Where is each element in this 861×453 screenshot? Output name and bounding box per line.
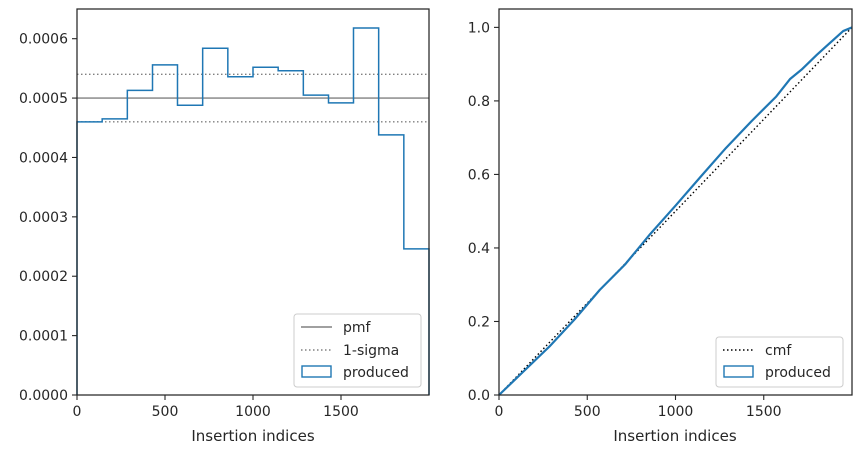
x-axis-label-left: Insertion indices — [191, 427, 314, 445]
x-axis-label-right: Insertion indices — [613, 427, 736, 445]
y-tick-label-left-3: 0.0003 — [19, 210, 68, 226]
y-tick-label-right-3: 0.6 — [468, 167, 490, 183]
y-tick-label-left-4: 0.0004 — [19, 150, 68, 166]
chart-left: 0 500 1000 1500 0.0000 0.0001 0.0002 0.0003 0.0… — [19, 8, 430, 445]
plot-area-right — [499, 9, 852, 395]
series-right-cmf-line — [498, 26, 853, 396]
y-tick-label-right-4: 0.8 — [468, 94, 490, 110]
y-tick-label-left-2: 0.0002 — [19, 269, 68, 285]
x-tick-label-right-2: 1000 — [658, 404, 694, 420]
legend-right: cmf produced — [715, 336, 844, 388]
x-tick-label-right-0: 0 — [495, 404, 504, 420]
y-tick-label-right-1: 0.2 — [468, 314, 490, 330]
legend-label-produced-left: produced — [343, 365, 409, 381]
x-tick-label-right-3: 1500 — [746, 404, 782, 420]
legend-label-cmf: cmf — [765, 343, 792, 359]
x-tick-label-right-1: 500 — [574, 404, 601, 420]
series-left-produced-step — [76, 27, 430, 395]
series-right-produced-line — [498, 26, 853, 396]
legend-left: pmf 1-sigma produced — [293, 313, 422, 388]
x-tick-label-left-1: 500 — [152, 404, 179, 420]
x-tick-label-left-2: 1000 — [235, 404, 271, 420]
y-tick-label-left-6: 0.0006 — [19, 32, 68, 48]
y-tick-label-left-5: 0.0005 — [19, 91, 68, 107]
legend-swatch-produced-left — [301, 365, 332, 378]
y-tick-label-right-5: 1.0 — [468, 20, 490, 36]
x-tick-label-left-0: 0 — [73, 404, 82, 420]
y-tick-label-right-2: 0.4 — [468, 241, 490, 257]
legend-swatch-produced-right — [723, 365, 754, 378]
legend-box-left — [293, 313, 422, 388]
legend-label-produced-right: produced — [765, 365, 831, 381]
legend-label-1-sigma: 1-sigma — [343, 343, 399, 359]
y-tick-label-left-0: 0.0000 — [19, 388, 68, 404]
legend-label-pmf: pmf — [343, 320, 372, 336]
y-tick-label-right-0: 0.0 — [468, 388, 490, 404]
y-tick-label-left-1: 0.0001 — [19, 329, 68, 345]
x-tick-label-left-3: 1500 — [323, 404, 359, 420]
chart-right: 0 500 1000 1500 0.0 0.2 0.4 0.6 0.8 1.0 Insertio… — [468, 8, 853, 445]
